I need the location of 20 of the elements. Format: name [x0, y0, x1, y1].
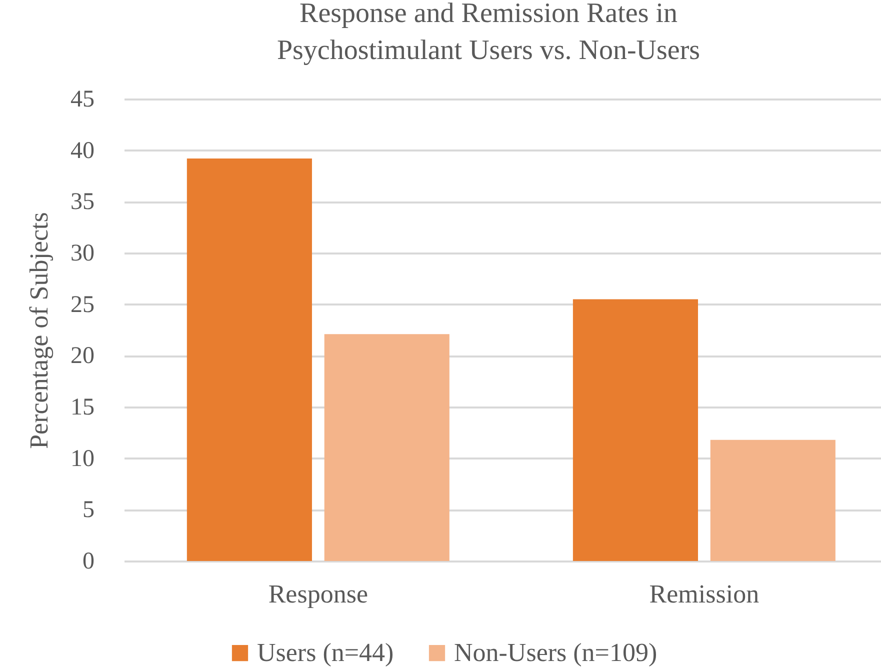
x-tick-label: Response	[268, 580, 368, 608]
legend-label: Non-Users (n=109)	[454, 638, 658, 667]
y-axis-title: Percentage of Subjects	[24, 212, 54, 449]
x-tick-label: Remission	[649, 580, 760, 608]
bar	[324, 334, 450, 561]
legend-label: Users (n=44)	[257, 638, 394, 667]
y-tick-label: 0	[82, 548, 94, 574]
y-tick-label: 25	[70, 292, 94, 318]
y-tick-label: 40	[70, 138, 94, 164]
y-tick-label: 5	[82, 497, 94, 524]
y-tick-label: 15	[70, 394, 94, 420]
y-tick-label: 45	[70, 86, 94, 112]
y-tick-label: 20	[70, 343, 94, 370]
chart-title: Response and Remission Rates in Psychostimulant Users vs. Non-Users	[276, 0, 700, 66]
y-tick-label: 30	[70, 240, 94, 266]
bar	[572, 299, 698, 561]
bar	[186, 158, 312, 561]
y-tick-label: 10	[70, 446, 94, 472]
bar	[710, 440, 836, 561]
y-tick-label: 35	[70, 189, 94, 216]
